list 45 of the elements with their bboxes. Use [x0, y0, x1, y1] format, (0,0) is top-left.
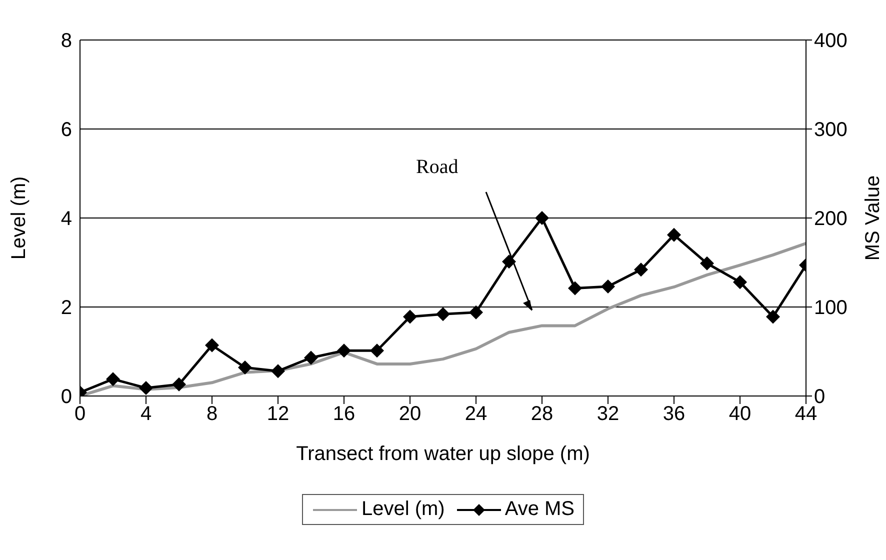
x-tick-label: 36: [662, 403, 686, 426]
x-tick-label: 28: [530, 403, 554, 426]
point: [106, 372, 120, 386]
y-tick-label: 8: [60, 30, 72, 52]
x-tick-label: 16: [332, 403, 356, 426]
x-tick-label: 24: [464, 403, 488, 426]
point: [469, 305, 483, 320]
point: [535, 211, 549, 225]
point: [172, 377, 186, 392]
point: [139, 380, 153, 395]
y-tick-label: 4: [60, 208, 72, 230]
point: [205, 338, 219, 352]
point: [634, 262, 648, 277]
x-tick-label: 8: [206, 403, 218, 426]
point: [733, 275, 747, 290]
y2-tick-label: 200: [814, 208, 848, 230]
point: [436, 307, 450, 322]
point: [403, 310, 417, 324]
legend-label: Level (m): [361, 498, 445, 521]
y-tick-label: 6: [60, 119, 72, 142]
point: [568, 281, 582, 296]
x-axis-title: Transect from water up slope (m): [296, 443, 590, 465]
legend-label: Ave MS: [504, 498, 575, 521]
x-tick-label: 12: [266, 403, 290, 426]
point: [271, 364, 285, 378]
x-tick-label: 20: [398, 403, 422, 426]
x-tick-label: 32: [596, 403, 620, 426]
point: [304, 350, 318, 365]
y-tick-label: 2: [60, 297, 72, 320]
y2-tick-label: 400: [814, 30, 848, 52]
point: [370, 344, 384, 358]
y2-tick-label: 100: [814, 297, 848, 320]
point: [601, 280, 615, 294]
point: [766, 310, 780, 324]
annotation: Road: [416, 156, 458, 179]
y-axis-title: Level (m): [8, 176, 30, 260]
point: [667, 228, 681, 242]
y-tick-label: 0: [60, 386, 72, 408]
x-tick-label: 40: [728, 403, 752, 426]
point: [337, 344, 351, 358]
y2-tick-label: 300: [814, 119, 848, 142]
point: [238, 360, 252, 375]
x-tick-label: 4: [140, 403, 152, 426]
y2-axis-title: MS Value: [862, 175, 884, 261]
point: [700, 256, 714, 270]
